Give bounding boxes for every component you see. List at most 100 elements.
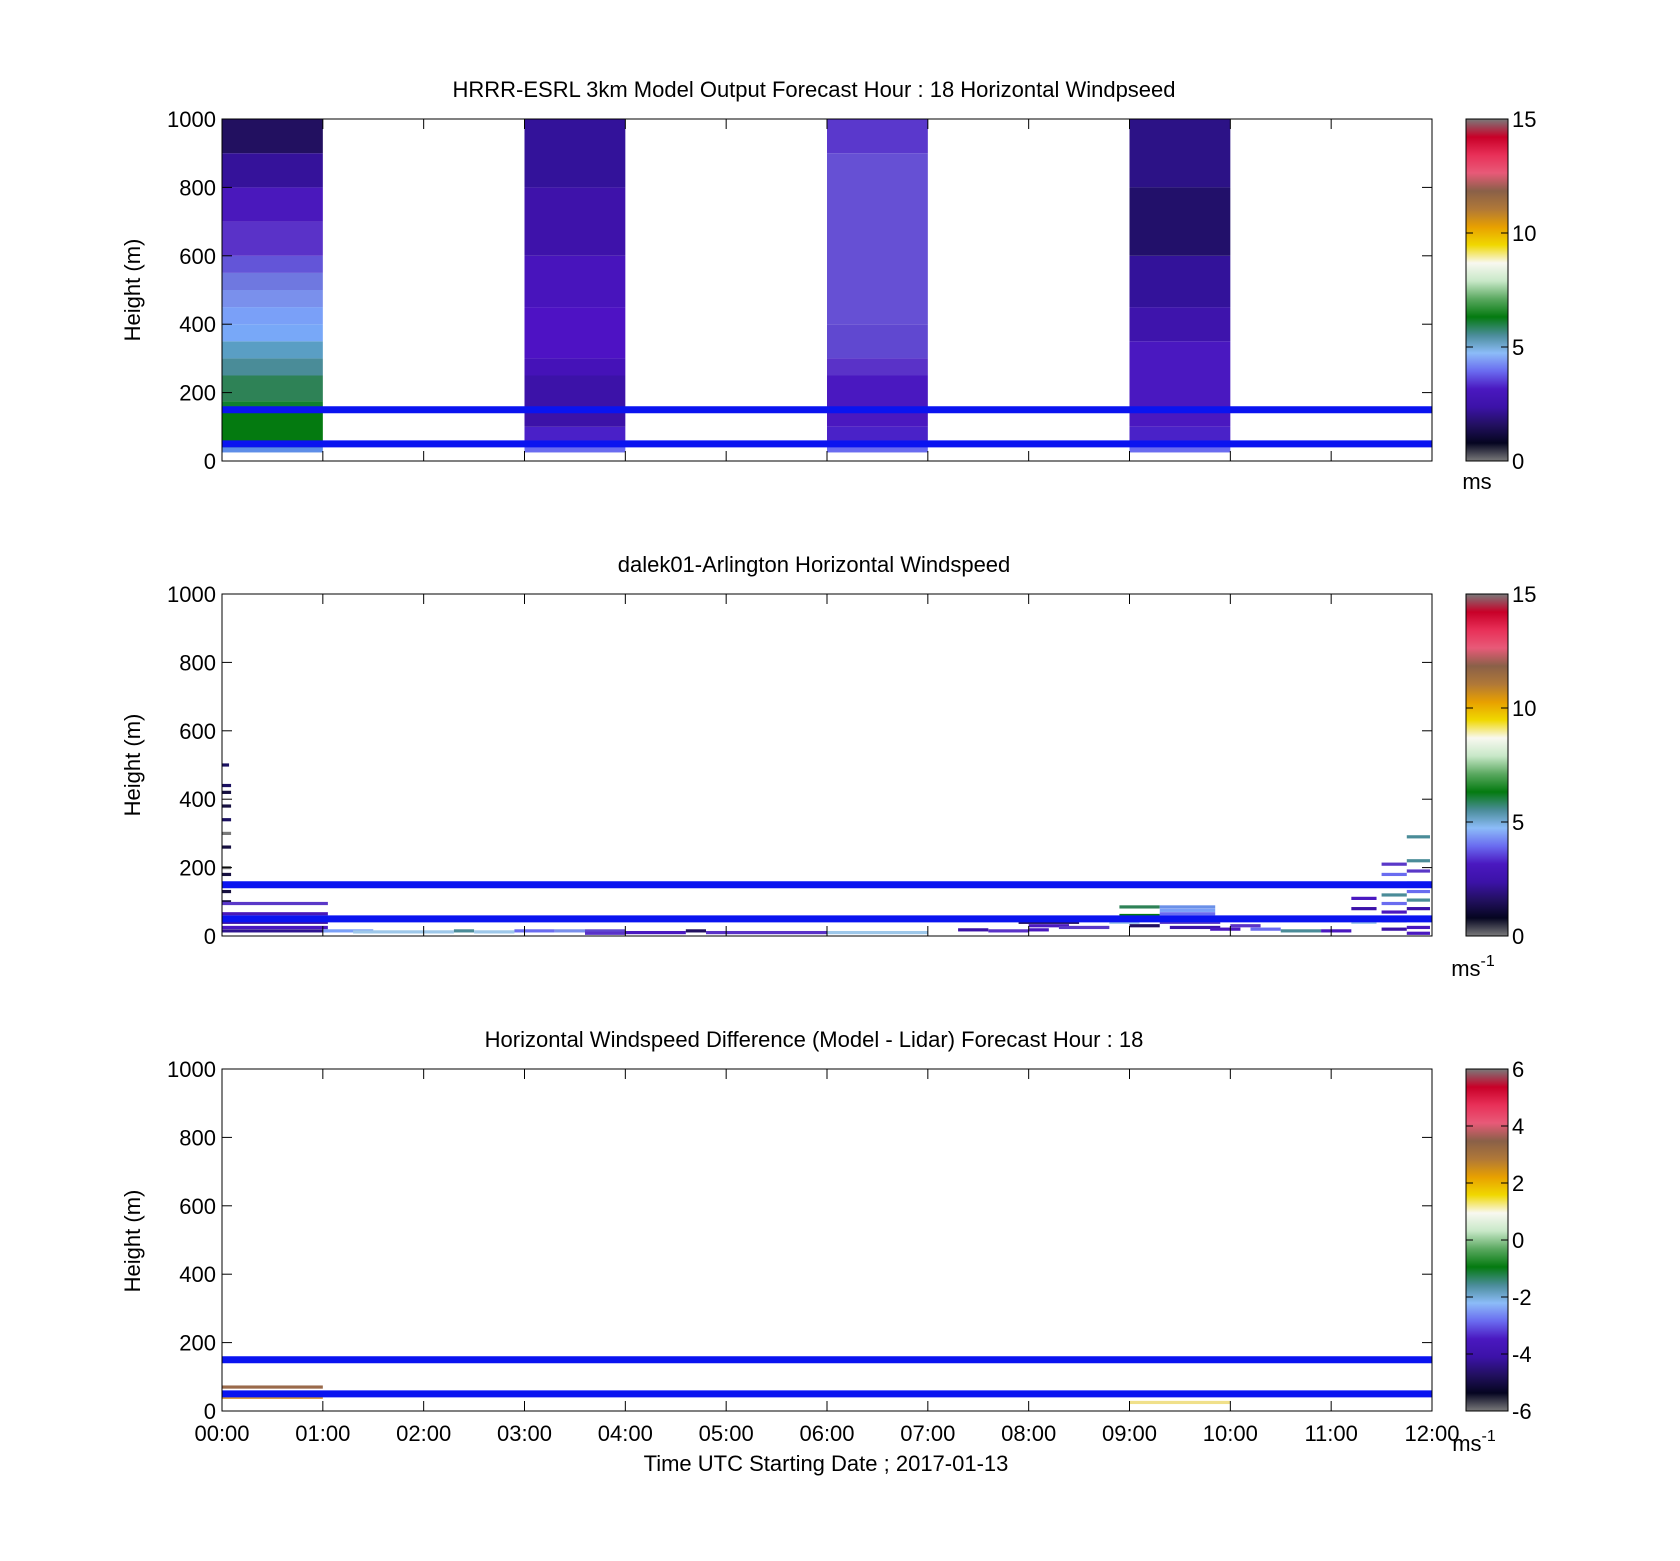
x-tick-label: 09:00	[1102, 1421, 1157, 1446]
data-segment	[222, 889, 232, 894]
y-tick-label: 400	[179, 1262, 216, 1287]
x-tick-label: 07:00	[900, 1421, 955, 1446]
y-tick-label: 400	[179, 312, 216, 337]
data-cell	[222, 119, 323, 154]
y-tick-label: 200	[179, 1331, 216, 1356]
data-segment	[1381, 862, 1407, 866]
data-segment	[514, 929, 555, 933]
y-tick-label: 800	[179, 175, 216, 200]
data-segment	[1381, 893, 1407, 897]
data-segment	[222, 783, 232, 788]
colorbar-gradient	[1465, 593, 1509, 937]
data-segment	[1119, 905, 1160, 909]
data-segment	[1321, 929, 1352, 933]
data-cell	[222, 187, 323, 222]
colorbar: 0 5 10 15	[1465, 582, 1536, 949]
colorbar-tick-label: 10	[1512, 696, 1536, 721]
x-tick-label: 10:00	[1203, 1421, 1258, 1446]
data-cell	[1129, 187, 1231, 256]
data-segment	[453, 929, 475, 933]
data-segment	[222, 845, 232, 849]
data-cell	[524, 187, 626, 256]
colorbar-unit: ms	[1462, 469, 1491, 494]
colorbar-tick-label: -2	[1512, 1285, 1532, 1310]
data-segment	[1381, 910, 1407, 914]
data-cell	[222, 290, 323, 308]
colorbar-tick-label: 15	[1512, 107, 1536, 132]
data-segment	[1210, 927, 1241, 931]
data-segment	[625, 930, 686, 935]
data-cell	[222, 221, 323, 256]
data-cell	[827, 324, 928, 359]
data-segment	[585, 931, 626, 935]
data-cell	[1129, 119, 1231, 188]
data-segment	[1129, 924, 1160, 928]
y-axis-label: Height (m)	[120, 714, 145, 817]
y-tick-label: 800	[179, 1125, 216, 1150]
data-segment	[222, 818, 232, 822]
data-cell	[222, 307, 323, 325]
data-segment	[988, 929, 1029, 933]
x-tick-label: 08:00	[1001, 1421, 1056, 1446]
y-axis-label: Height (m)	[120, 1190, 145, 1293]
data-segment	[1406, 889, 1430, 894]
panel-windspeed-difference: Horizontal Windspeed Difference (Model -…	[120, 1027, 1532, 1456]
plot-area: 0 200 400 600 800 1000	[167, 582, 1433, 949]
data-segment	[1406, 907, 1430, 911]
data-segment	[1028, 928, 1049, 932]
data-cell	[524, 119, 626, 188]
plot-area: 00:00 01:00 02:00 03:00 04:00 05:00 06:00 07:00…	[167, 1057, 1459, 1446]
y-tick-label: 0	[204, 924, 216, 949]
y-tick-label: 600	[179, 244, 216, 269]
y-axis-label: Height (m)	[120, 239, 145, 342]
colorbar: 0 5 10 15	[1465, 107, 1536, 474]
y-tick-label: 1000	[167, 107, 216, 132]
plot-background	[222, 594, 1432, 936]
data-cell	[524, 307, 626, 359]
panel-title: Horizontal Windspeed Difference (Model -…	[485, 1027, 1144, 1052]
colorbar-unit: ms-1	[1452, 1428, 1496, 1456]
data-cell	[827, 358, 928, 376]
data-segment	[1406, 931, 1430, 935]
colorbar-tick-label: 0	[1512, 1228, 1524, 1253]
data-segment	[1250, 927, 1281, 931]
data-cell	[222, 255, 323, 273]
data-cell	[222, 409, 323, 443]
panel-title: HRRR-ESRL 3km Model Output Forecast Hour…	[452, 77, 1175, 102]
data-cell	[524, 375, 626, 427]
colorbar-tick-label: 2	[1512, 1171, 1524, 1196]
data-segment	[1058, 925, 1110, 930]
data-cell	[827, 375, 928, 427]
plot-area: 0 200 400 600 800 1000	[167, 107, 1433, 474]
data-cell	[222, 447, 323, 453]
data-cell	[222, 375, 323, 402]
y-tick-label: 1000	[167, 582, 216, 607]
x-tick-label: 01:00	[295, 1421, 350, 1446]
data-cell	[222, 153, 323, 188]
data-segment	[1028, 924, 1069, 928]
data-segment	[474, 930, 515, 934]
data-segment	[222, 929, 328, 933]
data-segment	[1381, 872, 1407, 877]
data-cell	[524, 358, 626, 376]
data-segment	[222, 900, 232, 904]
colorbar-tick-label: -6	[1512, 1399, 1532, 1424]
data-segment	[222, 1385, 323, 1389]
data-cell	[1129, 307, 1231, 342]
data-cell	[827, 119, 928, 154]
y-tick-label: 800	[179, 650, 216, 675]
data-segment	[1406, 925, 1430, 930]
data-segment	[554, 929, 585, 933]
data-segment	[1230, 924, 1261, 928]
data-cell	[222, 341, 323, 359]
data-segment	[222, 901, 328, 906]
data-cell	[1129, 341, 1231, 427]
data-cell	[222, 401, 323, 410]
panel-model-windspeed: HRRR-ESRL 3km Model Output Forecast Hour…	[120, 77, 1536, 494]
data-segment	[1406, 869, 1430, 873]
data-segment	[1159, 912, 1216, 916]
data-segment	[1280, 929, 1322, 933]
x-tick-label: 12:00	[1404, 1421, 1459, 1446]
data-cell	[222, 272, 323, 290]
data-cell	[524, 426, 626, 441]
